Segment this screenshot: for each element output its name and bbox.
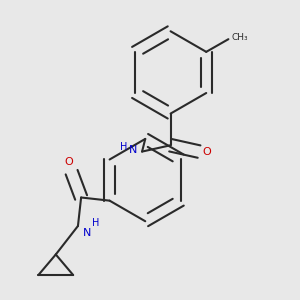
Text: N: N <box>83 228 91 238</box>
Text: H: H <box>92 218 100 229</box>
Text: CH₃: CH₃ <box>232 33 248 42</box>
Text: H: H <box>121 142 128 152</box>
Text: O: O <box>64 158 73 167</box>
Text: N: N <box>129 145 137 155</box>
Text: O: O <box>203 147 212 157</box>
